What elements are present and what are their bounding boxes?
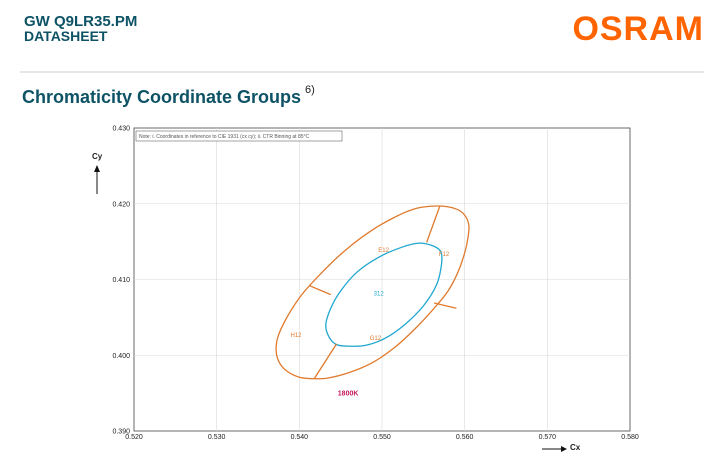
section-title: Chromaticity Coordinate Groups 6) <box>22 84 315 108</box>
tick-labels: 0.520 0.530 0.540 0.550 0.560 0.570 0.580 0.390… <box>112 126 638 442</box>
document-type: DATASHEET <box>24 28 108 44</box>
grid-lines <box>134 128 630 431</box>
y-tick-label: 0.420 <box>112 201 130 208</box>
chart-note-box: Note: i. Coordinates in reference to CIE… <box>135 130 343 142</box>
x-tick-label: 0.550 <box>373 434 391 441</box>
bin-divider <box>426 205 441 243</box>
header-divider <box>20 71 704 73</box>
bin-divider <box>313 343 338 380</box>
x-tick-label: 0.580 <box>621 434 639 441</box>
y-tick-label: 0.390 <box>112 429 130 436</box>
chart-note: Note: i. Coordinates in reference to CIE… <box>139 134 310 140</box>
cct-label: 1800K <box>338 390 359 397</box>
y-axis-label: Cy <box>92 152 103 161</box>
bin-label: E12 <box>378 248 389 254</box>
outer-bin-boundary <box>275 205 470 380</box>
bin-divider <box>309 284 331 296</box>
y-axis-arrow <box>94 165 100 194</box>
y-tick-label: 0.430 <box>112 126 130 133</box>
bin-label: G12 <box>370 336 382 342</box>
bin-divider <box>433 302 457 309</box>
x-tick-label: 0.560 <box>456 434 474 441</box>
bin-label: 312 <box>374 291 385 297</box>
osram-logo: OSRAM <box>572 10 704 48</box>
inner-bin-boundary <box>325 242 443 347</box>
bin-labels: E12 F12 H12 G12 312 1800K <box>291 248 450 397</box>
product-name: GW Q9LR35.PM <box>24 13 138 30</box>
section-footnote: 6) <box>305 84 315 96</box>
bin-label: H12 <box>291 333 303 339</box>
y-tick-label: 0.400 <box>112 353 130 360</box>
x-tick-label: 0.570 <box>539 434 557 441</box>
x-axis-label: Cx <box>570 443 581 452</box>
document-header: GW Q9LR35.PM DATASHEET <box>24 14 137 44</box>
bin-label: F12 <box>439 252 450 258</box>
x-tick-label: 0.520 <box>125 434 143 441</box>
x-axis-arrow <box>542 446 567 452</box>
bin-boundaries <box>275 205 470 380</box>
y-tick-label: 0.410 <box>112 277 130 284</box>
x-tick-label: 0.540 <box>291 434 309 441</box>
section-title-text: Chromaticity Coordinate Groups <box>22 87 302 107</box>
x-tick-label: 0.530 <box>208 434 226 441</box>
